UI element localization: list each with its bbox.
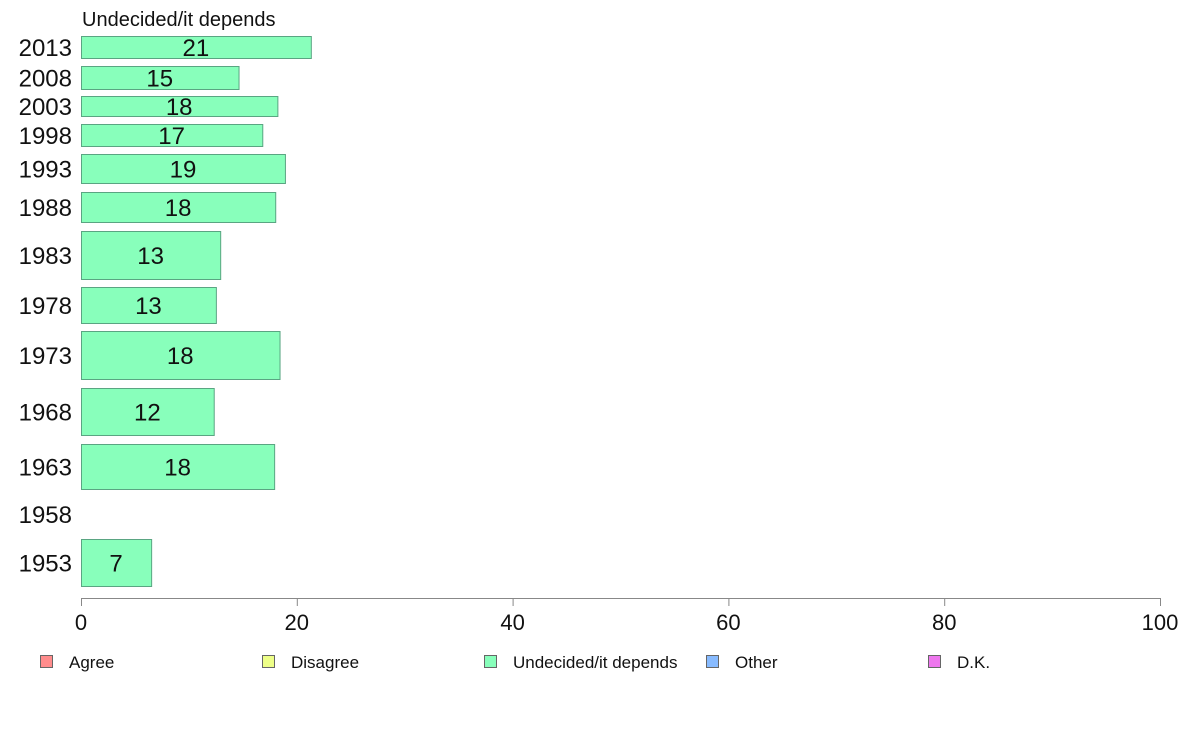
legend-label-agree: Agree	[69, 653, 114, 672]
year-label-1973: 1973	[19, 343, 72, 370]
legend-swatch-other	[706, 655, 719, 668]
value-label-1988: 18	[165, 195, 192, 222]
value-label-2013: 21	[183, 35, 210, 62]
legend: Agree Disagree Undecided/it depends Other D.…	[40, 653, 990, 672]
year-label-2013: 2013	[19, 35, 72, 62]
x-tick-label-80: 80	[932, 610, 956, 635]
bar-1993	[81, 154, 286, 184]
bar-1973	[81, 331, 281, 380]
x-tick-label-0: 0	[75, 610, 87, 635]
value-label-1983: 13	[137, 243, 164, 270]
value-label-2003: 18	[166, 94, 193, 121]
bar-1963	[81, 444, 276, 490]
year-label-1993: 1993	[19, 157, 72, 184]
panel-title: Undecided/it depends	[82, 9, 275, 31]
year-label-1998: 1998	[19, 123, 72, 150]
year-label-1988: 1988	[19, 195, 72, 222]
legend-swatch-disagree	[262, 655, 275, 668]
value-label-1968: 12	[134, 400, 161, 427]
year-label-1958: 1958	[19, 502, 72, 529]
value-label-1998: 17	[158, 123, 185, 150]
year-label-1978: 1978	[19, 293, 72, 320]
value-label-1978: 13	[135, 293, 162, 320]
legend-label-d-k-: D.K.	[957, 653, 990, 672]
bars-layer: 2013 21 2008 15 2003 18 1998 17 1993 19 1988 18 1983…	[19, 35, 312, 587]
year-label-1963: 1963	[19, 455, 72, 482]
bar-1983	[81, 231, 222, 280]
year-label-1953: 1953	[19, 551, 72, 578]
bar-1998	[81, 124, 264, 147]
year-label-2003: 2003	[19, 94, 72, 121]
x-tick-label-60: 60	[716, 610, 740, 635]
legend-swatch-agree	[40, 655, 53, 668]
legend-swatch-d-k-	[928, 655, 941, 668]
year-label-2008: 2008	[19, 66, 72, 93]
x-axis: 0 20 40 60 80 100	[75, 598, 1178, 635]
legend-swatch-undecided-it-depends	[484, 655, 497, 668]
bar-2003	[81, 96, 279, 117]
value-label-1953: 7	[109, 551, 122, 578]
bar-1988	[81, 192, 277, 223]
x-tick-label-100: 100	[1142, 610, 1179, 635]
value-label-1993: 19	[170, 157, 197, 184]
x-tick-label-20: 20	[285, 610, 309, 635]
bar-1953	[81, 539, 153, 587]
year-label-1968: 1968	[19, 400, 72, 427]
bar-1968	[81, 388, 215, 436]
bar-2013	[81, 36, 312, 59]
year-label-1983: 1983	[19, 243, 72, 270]
value-label-1963: 18	[164, 455, 191, 482]
legend-label-other: Other	[735, 653, 778, 672]
x-tick-label-40: 40	[500, 610, 524, 635]
value-label-1973: 18	[167, 343, 194, 370]
legend-label-undecided-it-depends: Undecided/it depends	[513, 653, 677, 672]
bar-2008	[81, 66, 240, 90]
bar-1978	[81, 287, 217, 324]
value-label-2008: 15	[146, 66, 173, 93]
legend-label-disagree: Disagree	[291, 653, 359, 672]
